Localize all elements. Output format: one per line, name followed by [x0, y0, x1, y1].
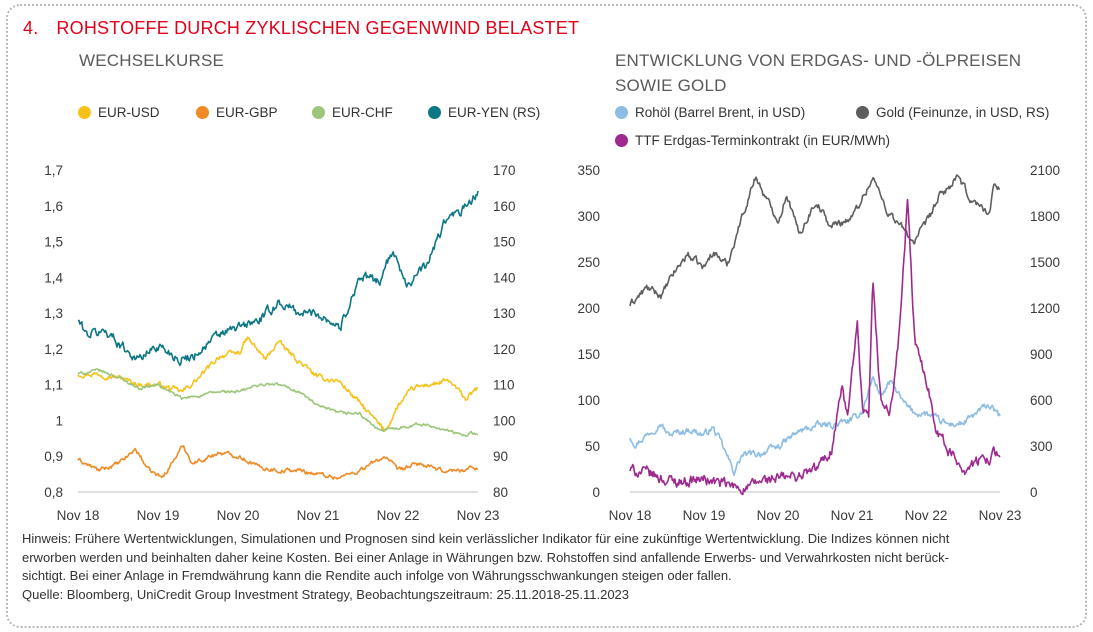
y-right-tick-label: 80	[493, 485, 508, 500]
x-tick-label: Nov 21	[297, 508, 340, 523]
x-tick-label: Nov 19	[683, 508, 726, 523]
legend-item-eur-gbp: EUR-GBP	[196, 105, 278, 120]
footnote: Hinweis: Frühere Wertentwicklungen, Simu…	[22, 530, 1072, 604]
x-tick-label: Nov 18	[609, 508, 652, 523]
series-line	[77, 445, 479, 480]
x-tick-label: Nov 23	[979, 508, 1022, 523]
right-chart-title-line1: ENTWICKLUNG VON ERDGAS- UND -ÖLPREISEN	[615, 51, 1022, 70]
y-right-tick-label: 2100	[1030, 163, 1060, 178]
y-left-tick-label: 200	[577, 301, 600, 316]
right-chart-title: ENTWICKLUNG VON ERDGAS- UND -ÖLPREISEN S…	[615, 48, 1021, 98]
legend-dot-icon	[196, 106, 209, 119]
y-right-tick-label: 170	[493, 163, 516, 178]
footnote-line-2: erworben werden und beinhalten daher kei…	[22, 549, 949, 565]
y-right-tick-label: 100	[493, 413, 516, 428]
y-right-tick-label: 110	[493, 378, 515, 393]
y-left-tick-label: 0,8	[44, 485, 63, 500]
legend-label: EUR-GBP	[216, 105, 278, 120]
y-right-tick-label: 0	[1030, 485, 1038, 500]
y-right-tick-label: 1500	[1030, 255, 1060, 270]
footnote-line-1: Hinweis: Frühere Wertentwicklungen, Simu…	[22, 531, 950, 546]
section-number: 4.	[23, 18, 39, 38]
legend-item-gold: Gold (Feinunze, in USD, RS)	[856, 105, 1049, 120]
y-right-tick-label: 140	[493, 270, 516, 285]
x-tick-label: Nov 20	[217, 508, 260, 523]
y-left-tick-label: 1	[55, 413, 63, 428]
series-line	[629, 174, 1001, 307]
legend-item-brent: Rohöl (Barrel Brent, in USD)	[615, 105, 805, 120]
section-title: ROHSTOFFE DURCH ZYKLISCHEN GEGENWIND BEL…	[56, 18, 580, 38]
legend-item-eur-usd: EUR-USD	[78, 105, 160, 120]
series-line	[77, 368, 479, 438]
y-left-tick-label: 1,4	[44, 270, 63, 285]
y-left-tick-label: 1,6	[44, 199, 63, 214]
legend-label: EUR-USD	[98, 105, 160, 120]
y-right-tick-label: 600	[1030, 393, 1053, 408]
legend-dot-icon	[428, 106, 441, 119]
left-chart-title: WECHSELKURSE	[79, 51, 225, 70]
legend-dot-icon	[615, 134, 628, 147]
page-title: 4. ROHSTOFFE DURCH ZYKLISCHEN GEGENWIND B…	[23, 18, 579, 39]
series-line	[629, 376, 1001, 477]
y-right-tick-label: 900	[1030, 347, 1053, 362]
y-right-tick-label: 120	[493, 342, 516, 357]
legend-dot-icon	[615, 106, 628, 119]
y-left-tick-label: 350	[577, 163, 600, 178]
y-right-tick-label: 1200	[1030, 301, 1060, 316]
y-right-tick-label: 130	[493, 306, 516, 321]
legend-label: EUR-CHF	[332, 105, 393, 120]
legend-item-ttf: TTF Erdgas-Terminkontrakt (in EUR/MWh)	[615, 133, 890, 148]
legend-dot-icon	[856, 106, 869, 119]
y-right-tick-label: 90	[493, 449, 508, 464]
y-right-tick-label: 160	[493, 199, 516, 214]
y-left-tick-label: 0	[592, 485, 600, 500]
x-tick-label: Nov 22	[905, 508, 948, 523]
x-tick-label: Nov 21	[831, 508, 874, 523]
y-right-tick-label: 1800	[1030, 209, 1060, 224]
y-left-tick-label: 100	[577, 393, 600, 408]
y-left-tick-label: 1,7	[44, 163, 63, 178]
y-left-tick-label: 250	[577, 255, 600, 270]
legend-label: Rohöl (Barrel Brent, in USD)	[635, 105, 806, 120]
series-line	[629, 198, 1001, 496]
y-right-tick-label: 150	[493, 235, 516, 250]
x-tick-label: Nov 19	[137, 508, 180, 523]
y-left-tick-label: 1,1	[44, 378, 63, 393]
series-line	[77, 190, 479, 367]
x-tick-label: Nov 23	[457, 508, 500, 523]
y-left-tick-label: 150	[577, 347, 600, 362]
legend-item-eur-chf: EUR-CHF	[312, 105, 393, 120]
legend-item-eur-yen: EUR-YEN (RS)	[428, 105, 540, 120]
y-left-tick-label: 1,3	[44, 306, 63, 321]
card-frame	[6, 4, 1087, 628]
y-left-tick-label: 50	[585, 439, 600, 454]
footnote-line-3: sichtigt. Bei einer Anlage in Fremdwähru…	[22, 568, 732, 583]
x-tick-label: Nov 20	[757, 508, 800, 523]
y-left-tick-label: 0,9	[44, 449, 63, 464]
y-left-tick-label: 1,2	[44, 342, 63, 357]
right-chart-title-line2: SOWIE GOLD	[615, 76, 727, 95]
legend-label: EUR-YEN (RS)	[448, 105, 541, 120]
legend-dot-icon	[312, 106, 325, 119]
y-left-tick-label: 300	[577, 209, 600, 224]
y-left-tick-label: 1,5	[44, 235, 63, 250]
x-tick-label: Nov 18	[57, 508, 100, 523]
footnote-source: Quelle: Bloomberg, UniCredit Group Inves…	[22, 586, 630, 602]
legend-label: TTF Erdgas-Terminkontrakt (in EUR/MWh)	[635, 133, 891, 148]
legend-dot-icon	[78, 106, 91, 119]
x-tick-label: Nov 22	[377, 508, 420, 523]
legend-label: Gold (Feinunze, in USD, RS)	[876, 105, 1050, 120]
y-right-tick-label: 300	[1030, 439, 1053, 454]
